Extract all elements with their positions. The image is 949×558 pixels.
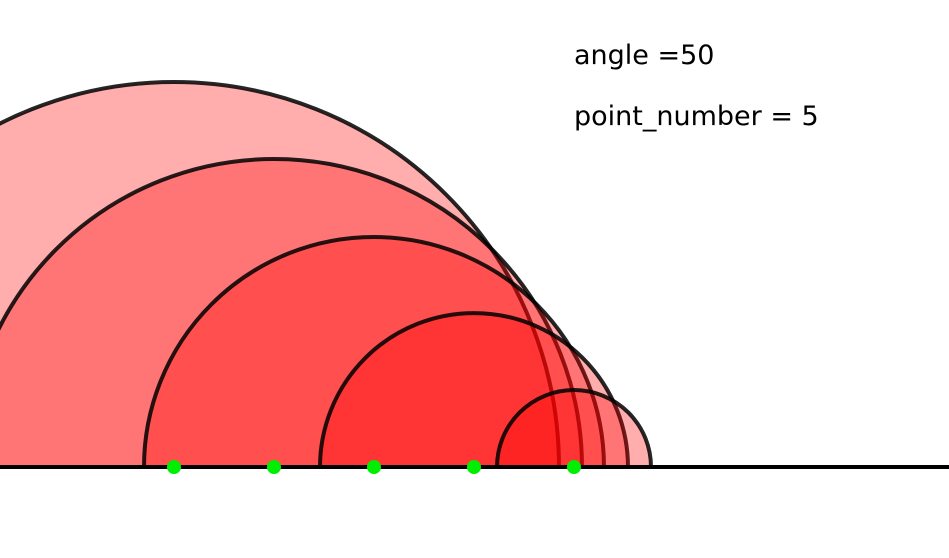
center-point-3 [367,460,381,474]
semicircle-5 [494,388,654,469]
center-point-5 [567,460,581,474]
semicircle-1 [0,80,562,469]
angle-label: angle =50 [574,40,715,71]
semicircles-layer [0,80,654,469]
semicircle-4 [317,311,631,469]
center-point-1 [167,460,181,474]
points-layer [167,460,581,474]
center-point-4 [467,460,481,474]
point-number-label: point_number = 5 [574,101,819,132]
center-point-2 [267,460,281,474]
